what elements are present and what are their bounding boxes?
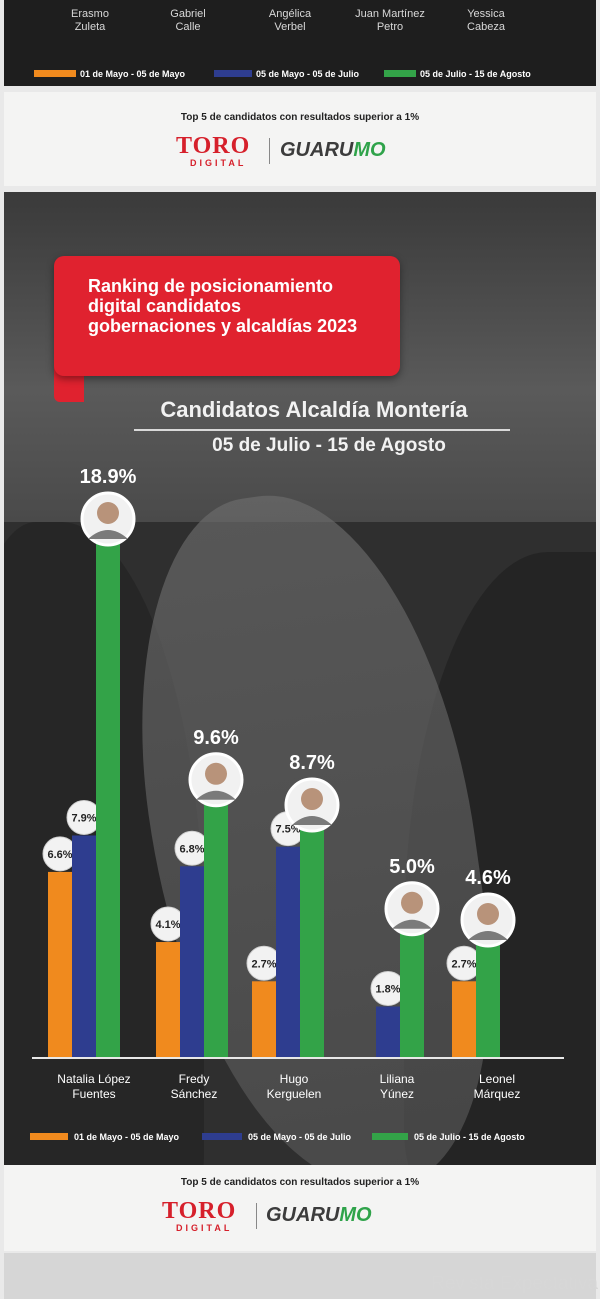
bar-value-label: 18.9%	[80, 466, 137, 488]
top-name: Erasmo Zuleta	[71, 8, 109, 33]
candidate-photo-body	[392, 919, 432, 929]
category-label: Hugo Kerguelen	[266, 1072, 322, 1101]
legend-swatch-orange	[34, 70, 76, 77]
chart-subtitle: 05 de Julio - 15 de Agosto	[212, 435, 446, 456]
bar-orange	[452, 981, 476, 1057]
legend-label: 01 de Mayo - 05 de Mayo	[80, 69, 186, 79]
category-label: Liliana Yúnez	[379, 1072, 415, 1101]
bar-value-label: 9.6%	[193, 727, 239, 749]
bar-value-label: 2.7%	[451, 958, 476, 970]
guarumo-logo: GUARUMO	[266, 1203, 372, 1227]
guarumo-logo-part: MO	[353, 139, 386, 161]
chart-legend: 01 de Mayo - 05 de Mayo 05 de Mayo - 05 …	[30, 1130, 590, 1144]
top-name: Yessica Cabeza	[467, 8, 505, 33]
bar-orange	[48, 871, 72, 1057]
bar-value-label: 4.1%	[155, 919, 180, 931]
bar-chart: 6.6% 7.9% 18.9% 4.1% 6.8% 9.6% 2.7% 7.5% 8.7% 1.8…	[32, 466, 564, 1059]
legend-swatch-blue	[202, 1133, 242, 1140]
top-name: Angélica Verbel	[268, 8, 312, 33]
candidate-photo-body	[468, 931, 508, 941]
bar-value-label: 4.6%	[465, 867, 511, 889]
bar-value-label: 2.7%	[251, 958, 276, 970]
previous-chart-strip: Erasmo Zuleta Gabriel Calle Angélica Ver…	[4, 0, 596, 86]
legend-label: 05 de Mayo - 05 de Julio	[256, 69, 360, 79]
candidate-photo-face	[205, 762, 227, 785]
toro-logo-sub: DIGITAL	[176, 1223, 233, 1233]
candidate-photo-body	[292, 816, 332, 826]
category-label: Natalia López Fuentes	[57, 1072, 131, 1101]
bar-blue	[376, 1006, 400, 1057]
bar-orange	[252, 981, 276, 1057]
legend-label: 05 de Julio - 15 de Agosto	[414, 1132, 525, 1142]
bar-value-label: 6.6%	[47, 849, 72, 861]
legend-swatch-green	[372, 1133, 408, 1140]
chart-panel: Ranking de posicionamiento digital candi…	[4, 192, 596, 1165]
toro-logo-sub: DIGITAL	[190, 158, 247, 168]
candidate-photo-face	[401, 891, 423, 914]
bar-blue	[276, 846, 300, 1057]
logo-band: Top 5 de candidatos con resultados super…	[4, 92, 596, 186]
watermark: Revista Expectativa	[431, 1273, 598, 1294]
top-name: Gabriel Calle	[170, 8, 206, 33]
bar-green	[96, 527, 120, 1057]
bar-blue	[180, 866, 204, 1057]
legend-label: 05 de Julio - 15 de Agosto	[420, 69, 531, 79]
band-caption: Top 5 de candidatos con resultados super…	[180, 1177, 420, 1188]
band-caption: Top 5 de candidatos con resultados super…	[180, 112, 420, 123]
toro-logo: TORO	[162, 1198, 237, 1224]
guarumo-logo-part: MO	[339, 1204, 372, 1226]
legend-label: 05 de Mayo - 05 de Julio	[248, 1132, 352, 1142]
candidate-photo-face	[301, 788, 323, 811]
title-underline	[134, 429, 510, 431]
legend-swatch-blue	[214, 70, 252, 77]
logo-divider	[269, 138, 270, 164]
next-section-strip	[4, 1253, 596, 1299]
candidate-photo-body	[88, 530, 128, 539]
legend-swatch-green	[384, 70, 416, 77]
bar-blue	[72, 835, 96, 1057]
ranking-box-text: Ranking de posicionamiento digital candi…	[88, 276, 358, 336]
bar-value-label: 7.9%	[71, 812, 96, 824]
logo-divider	[256, 1203, 257, 1229]
top-name: Juan Martínez Petro	[355, 8, 425, 33]
toro-logo: TORO	[176, 133, 251, 159]
category-label: Fredy Sánchez	[170, 1072, 218, 1101]
bar-green	[400, 916, 424, 1057]
bar-orange	[156, 942, 180, 1057]
bar-green	[300, 813, 324, 1057]
candidate-photo-face	[97, 502, 119, 524]
top-candidate-names: Erasmo Zuleta Gabriel Calle Angélica Ver…	[4, 8, 596, 40]
bar-value-label: 7.5%	[275, 824, 300, 836]
bar-green	[204, 787, 228, 1057]
chart-title: Candidatos Alcaldía Montería	[160, 397, 468, 422]
guarumo-logo-part: GUARU	[266, 1204, 340, 1226]
logo-row: TORO DIGITAL GUARUMO	[4, 1199, 596, 1239]
logo-band: Top 5 de candidatos con resultados super…	[4, 1165, 596, 1251]
bar-green	[476, 928, 500, 1057]
bar-value-label: 1.8%	[375, 984, 400, 996]
legend-swatch-orange	[30, 1133, 68, 1140]
top-legend: 01 de Mayo - 05 de Mayo 05 de Mayo - 05 …	[34, 67, 574, 81]
legend-label: 01 de Mayo - 05 de Mayo	[74, 1132, 180, 1142]
bar-value-label: 8.7%	[289, 752, 335, 774]
guarumo-logo: GUARUMO	[280, 138, 386, 162]
bar-value-label: 6.8%	[179, 843, 204, 855]
candidate-photo-face	[477, 903, 499, 926]
bar-value-label: 5.0%	[389, 856, 435, 878]
guarumo-logo-part: GUARU	[280, 139, 354, 161]
logo-row: TORO DIGITAL GUARUMO	[4, 134, 596, 174]
ranking-box: Ranking de posicionamiento digital candi…	[54, 256, 400, 376]
category-label: Leonel Márquez	[473, 1072, 521, 1101]
candidate-photo-body	[196, 790, 236, 800]
